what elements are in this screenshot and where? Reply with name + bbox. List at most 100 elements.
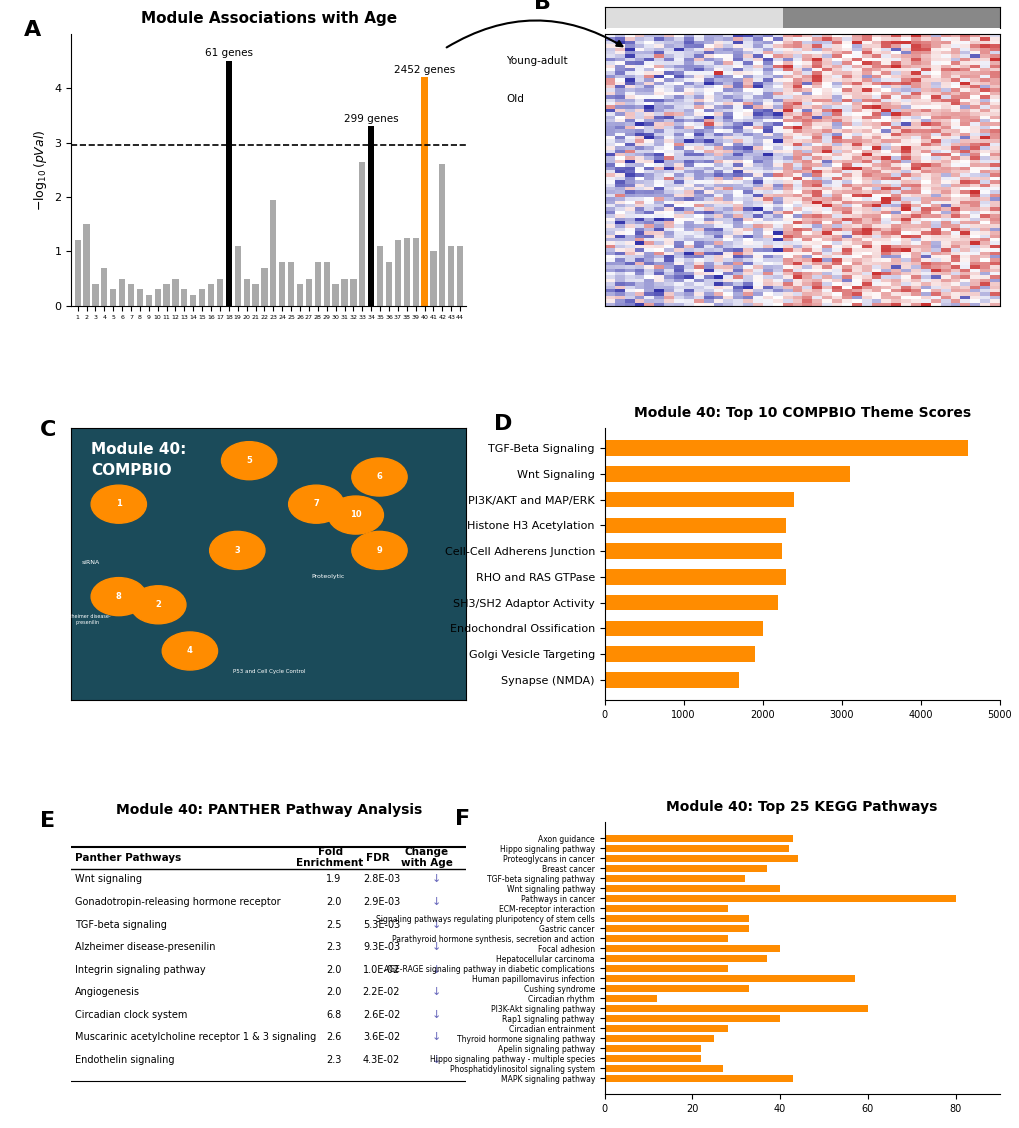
Text: C: C (40, 420, 56, 440)
Text: 4: 4 (186, 646, 193, 655)
Text: 2.2E-02: 2.2E-02 (363, 987, 399, 997)
Circle shape (162, 632, 217, 670)
Text: ↓: ↓ (432, 942, 441, 952)
Text: A: A (24, 20, 41, 41)
Circle shape (91, 578, 147, 616)
Bar (368, 126, 374, 306)
Text: 1: 1 (116, 500, 121, 509)
Text: 1.0E-02: 1.0E-02 (363, 964, 399, 975)
Bar (323, 262, 329, 306)
Y-axis label: $-\log_{10}(pVal)$: $-\log_{10}(pVal)$ (32, 129, 49, 211)
Text: 3.6E-02: 3.6E-02 (363, 1032, 399, 1042)
Text: siRNA: siRNA (82, 559, 100, 565)
Bar (137, 290, 143, 306)
Bar (439, 165, 445, 306)
Bar (604, 594, 777, 610)
Bar (74, 240, 81, 306)
Bar (244, 279, 250, 306)
Bar (604, 985, 749, 992)
Text: 2: 2 (155, 600, 161, 609)
Bar (127, 284, 133, 306)
Bar (297, 284, 303, 306)
Circle shape (352, 458, 407, 496)
Bar (119, 279, 125, 306)
Text: 4.3E-02: 4.3E-02 (363, 1055, 399, 1065)
Bar (604, 620, 762, 636)
Text: 2.8E-03: 2.8E-03 (363, 874, 399, 884)
Text: ↓: ↓ (432, 919, 441, 929)
Text: 2.0: 2.0 (326, 964, 341, 975)
Text: Integrin signaling pathway: Integrin signaling pathway (75, 964, 206, 975)
Bar (604, 884, 780, 891)
Bar (604, 1075, 793, 1082)
Text: D: D (493, 414, 512, 434)
Text: Module 40:: Module 40: (91, 442, 186, 457)
Bar (430, 252, 436, 306)
Bar (155, 290, 161, 306)
Bar (447, 246, 453, 306)
Bar (604, 975, 854, 981)
Text: ↓: ↓ (432, 874, 441, 884)
Bar (421, 78, 427, 306)
Title: Module 40: PANTHER Pathway Analysis: Module 40: PANTHER Pathway Analysis (115, 803, 422, 817)
Text: ↓: ↓ (432, 1032, 441, 1042)
Bar (199, 290, 205, 306)
Bar (287, 262, 293, 306)
Text: 2.3: 2.3 (326, 942, 341, 952)
Bar (225, 61, 231, 306)
Text: 6.8: 6.8 (326, 1010, 341, 1020)
Bar (604, 905, 727, 911)
Bar (604, 672, 738, 688)
Bar (604, 646, 754, 662)
Bar (350, 279, 357, 306)
Text: 1.9: 1.9 (326, 874, 341, 884)
Text: F: F (454, 809, 469, 829)
Text: 2.0: 2.0 (326, 987, 341, 997)
Bar (604, 874, 744, 882)
Text: 10: 10 (350, 510, 362, 519)
Bar (359, 161, 365, 306)
Bar (604, 895, 955, 901)
Text: Young-adult: Young-adult (505, 55, 567, 65)
Circle shape (91, 485, 147, 523)
Text: ↓: ↓ (432, 987, 441, 997)
Text: 2.0: 2.0 (326, 897, 341, 907)
Text: 61 genes: 61 genes (205, 49, 253, 59)
Bar (404, 238, 410, 306)
Bar (457, 246, 463, 306)
Bar (208, 284, 214, 306)
Bar (92, 284, 99, 306)
Text: 5: 5 (246, 456, 252, 465)
Bar (234, 246, 240, 306)
Text: Muscarinic acetylcholine receptor 1 & 3 signaling: Muscarinic acetylcholine receptor 1 & 3 … (75, 1032, 316, 1042)
Text: Alzheimer disease-
presenilin: Alzheimer disease- presenilin (64, 614, 110, 625)
Text: 2.9E-03: 2.9E-03 (363, 897, 399, 907)
Bar (604, 1034, 713, 1042)
Text: E: E (40, 811, 55, 831)
Title: Module Associations with Age: Module Associations with Age (141, 11, 396, 26)
Bar (604, 570, 786, 584)
Circle shape (130, 585, 185, 624)
Text: Wnt signaling: Wnt signaling (75, 874, 143, 884)
Text: B: B (533, 0, 550, 14)
Text: ↓: ↓ (432, 964, 441, 975)
Bar (181, 290, 187, 306)
Bar (217, 279, 223, 306)
Bar (163, 284, 169, 306)
Text: TGF-beta signaling: TGF-beta signaling (75, 919, 167, 929)
Bar (252, 284, 259, 306)
Bar (385, 262, 391, 306)
Text: Gonadotropin-releasing hormone receptor: Gonadotropin-releasing hormone receptor (75, 897, 280, 907)
Bar (84, 224, 90, 306)
Bar (279, 262, 285, 306)
Text: 2.3: 2.3 (326, 1055, 341, 1065)
Text: 2.6: 2.6 (326, 1032, 341, 1042)
Text: 5.3E-03: 5.3E-03 (363, 919, 399, 929)
Text: 9.3E-03: 9.3E-03 (363, 942, 399, 952)
Bar (604, 1015, 780, 1022)
Bar (604, 1005, 867, 1012)
Text: Proteolytic: Proteolytic (311, 574, 344, 579)
Text: Change
with Age: Change with Age (400, 847, 452, 869)
Bar (172, 279, 178, 306)
Text: ↓: ↓ (432, 1010, 441, 1020)
